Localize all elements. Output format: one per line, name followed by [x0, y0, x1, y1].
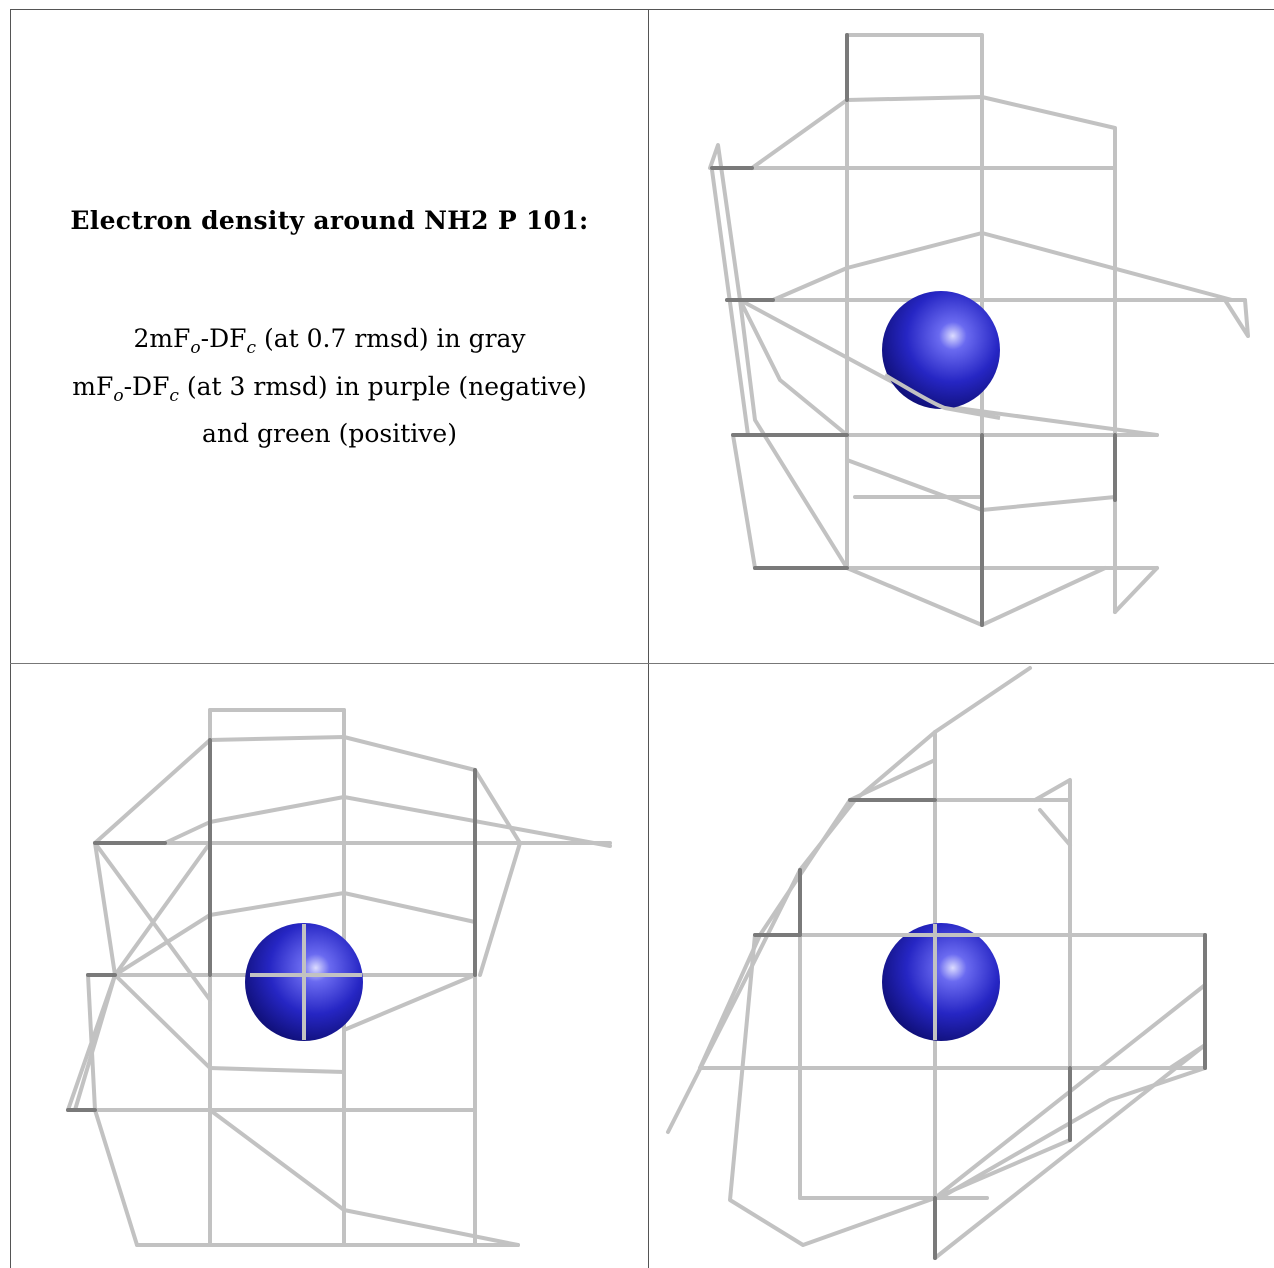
density-view-bottom-right [649, 664, 1274, 1268]
row-divider [10, 663, 1274, 664]
mesh-view-2 [66, 708, 612, 1247]
mesh-view-3 [666, 666, 1207, 1260]
mesh-front-strand [250, 924, 362, 1040]
nitrogen-atom [882, 923, 1000, 1041]
legend-line-1: 2mFo-DFc (at 0.7 rmsd) in gray [133, 324, 526, 358]
density-mesh-shadow [710, 33, 1117, 627]
nitrogen-atom [882, 291, 1000, 409]
mesh-front-strand [884, 924, 998, 1040]
density-mesh-shadow [66, 738, 477, 1112]
mesh-view-1 [708, 33, 1250, 627]
figure-title: Electron density around NH2 P 101: [70, 206, 589, 235]
legend-line-2: mFo-DFc (at 3 rmsd) in purple (negative) [72, 371, 587, 406]
density-view-bottom-left [11, 664, 648, 1268]
caption-cell: Electron density around NH2 P 101: 2mFo-… [11, 10, 648, 663]
legend-line-3: and green (positive) [202, 419, 457, 448]
density-view-top-right [649, 10, 1274, 663]
mesh-front-strand [883, 373, 1001, 420]
map-legend: 2mFo-DFc (at 0.7 rmsd) in gray mFo-DFc (… [11, 320, 648, 454]
column-divider [648, 9, 649, 1268]
density-mesh-shadow [753, 798, 1207, 1260]
figure-grid [10, 9, 1274, 1268]
